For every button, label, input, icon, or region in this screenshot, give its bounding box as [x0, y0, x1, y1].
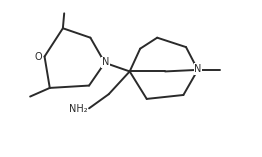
Text: N: N [194, 64, 201, 74]
Text: N: N [102, 57, 109, 67]
Text: NH₂: NH₂ [69, 104, 88, 114]
Text: O: O [34, 51, 42, 62]
